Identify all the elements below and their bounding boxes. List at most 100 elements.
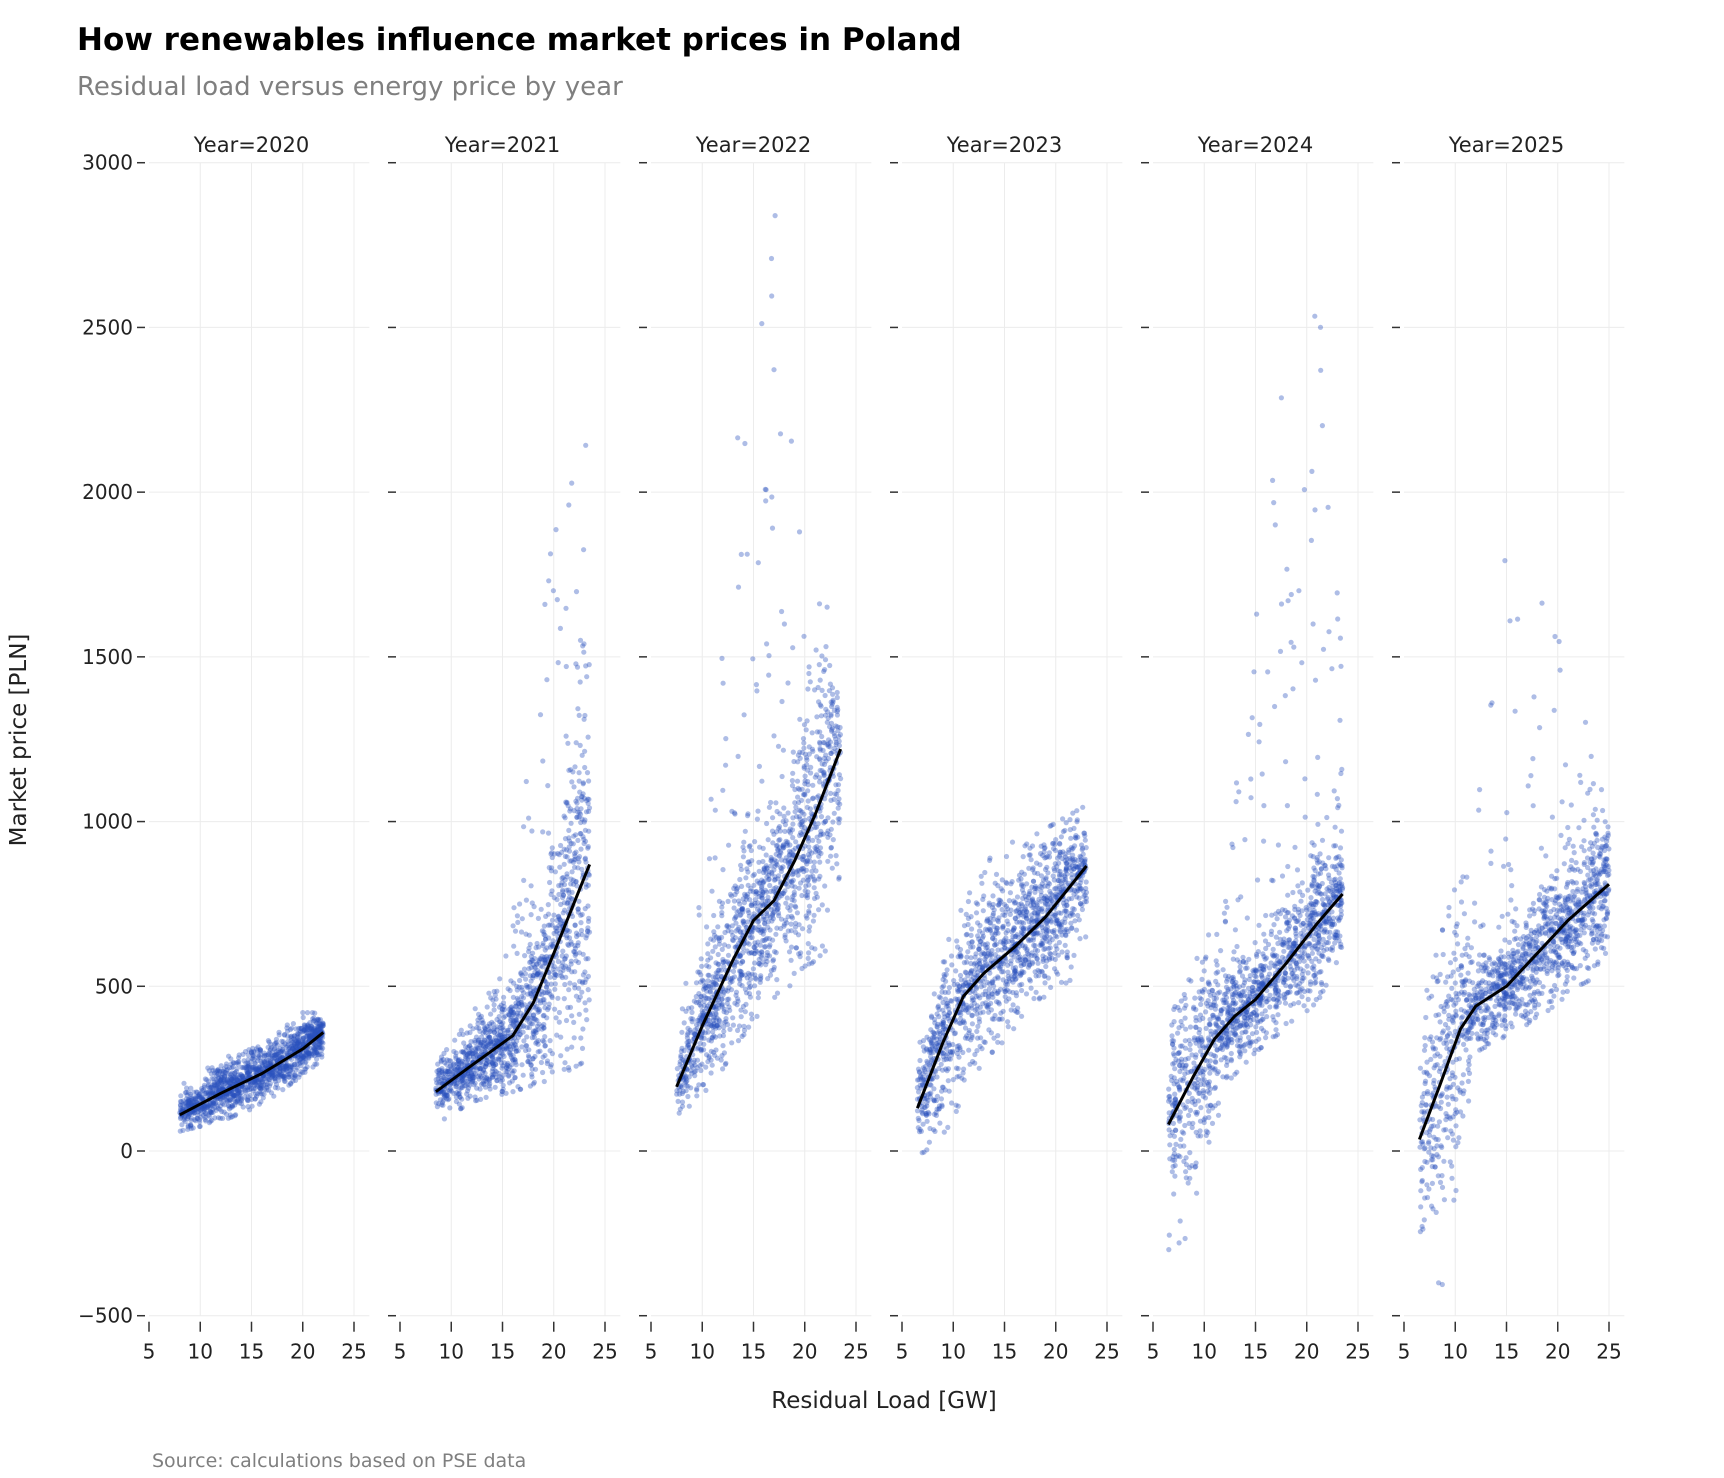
scatter-point [572,764,578,770]
scatter-point [257,1076,263,1082]
scatter-point [215,1079,221,1085]
scatter-point [289,1046,295,1052]
scatter-point [739,907,745,913]
scatter-point [572,850,578,857]
scatter-point [229,1102,235,1109]
scatter-point [294,1043,301,1049]
scatter-point [238,1098,245,1104]
scatter-point [296,1041,303,1047]
scatter-point [696,1017,702,1024]
scatter-point [745,869,751,875]
scatter-point [276,1029,282,1035]
scatter-point [219,1108,225,1115]
scatter-point [523,778,529,785]
scatter-point [580,643,586,649]
scatter-point [812,895,818,902]
scatter-point [287,1026,293,1033]
scatter-point [836,796,842,802]
scatter-point [545,902,551,908]
scatter-point [237,1074,243,1080]
scatter-point [762,943,768,950]
scatter-point [578,846,584,852]
scatter-point [288,1035,295,1041]
scatter-point [188,1093,194,1099]
scatter-point [540,829,546,835]
scatter-point [772,874,778,880]
scatter-point [276,1054,283,1060]
scatter-point [286,1046,292,1053]
scatter-point [739,1033,745,1039]
scatter-point [563,605,569,611]
scatter-point [310,1064,316,1070]
scatter-point [730,1022,737,1028]
scatter-point [300,1041,306,1047]
scatter-point [766,953,773,959]
scatter-point [521,877,527,884]
scatter-point [215,1068,221,1074]
scatter-point [481,1081,487,1088]
scatter-point [799,786,805,792]
scatter-point [795,932,802,938]
scatter-point [727,891,734,898]
scatter-point [491,1007,497,1013]
scatter-point [185,1098,191,1104]
facet-label: Year=2021 [444,133,561,157]
scatter-point [567,806,574,812]
scatter-point [188,1122,194,1128]
scatter-point [282,1032,288,1038]
scatter-point [528,883,534,889]
scatter-point [788,921,794,927]
scatter-point [540,758,546,764]
scatter-point [560,948,566,954]
scatter-point [435,1061,441,1067]
scatter-point [689,1064,695,1070]
scatter-point [817,729,823,735]
scatter-point [260,1063,266,1069]
scatter-point [725,943,732,949]
scatter-point [706,856,713,862]
scatter-point [298,1063,304,1069]
scatter-point [549,1069,555,1075]
scatter-point [280,1074,286,1080]
scatter-point [824,604,830,610]
scatter-point [486,990,492,996]
scatter-point [271,1072,277,1078]
scatter-point [265,1052,271,1058]
scatter-point [306,1050,312,1056]
scatter-point [244,1072,250,1078]
scatter-point [541,1024,547,1031]
scatter-point [267,1048,273,1054]
scatter-point [237,1093,243,1099]
scatter-point [480,1020,486,1026]
scatter-point [485,1033,491,1039]
scatter-point [797,816,803,822]
scatter-point [210,1100,216,1106]
scatter-point [579,1045,586,1051]
scatter-point [708,1048,714,1054]
scatter-point [769,293,775,299]
scatter-point [214,1103,220,1109]
scatter-point [230,1078,236,1084]
scatter-point [276,1032,282,1038]
scatter-point [719,946,725,953]
scatter-point [946,936,952,943]
scatter-point [679,1099,686,1105]
scatter-point [206,1085,212,1091]
scatter-point [278,1070,284,1077]
scatter-point [804,895,811,901]
scatter-point [575,932,582,938]
scatter-point [571,784,577,790]
scatter-point [305,1054,311,1060]
scatter-point [720,1066,726,1072]
scatter-point [559,974,565,981]
scatter-point [809,960,815,966]
scatter-point [720,680,726,686]
scatter-point [795,868,801,874]
scatter-point [834,704,840,710]
scatter-point [789,915,796,921]
scatter-point [191,1096,197,1102]
scatter-point [298,1055,304,1062]
scatter-point [195,1115,201,1121]
scatter-point [313,1047,319,1053]
scatter-point [241,1058,247,1064]
